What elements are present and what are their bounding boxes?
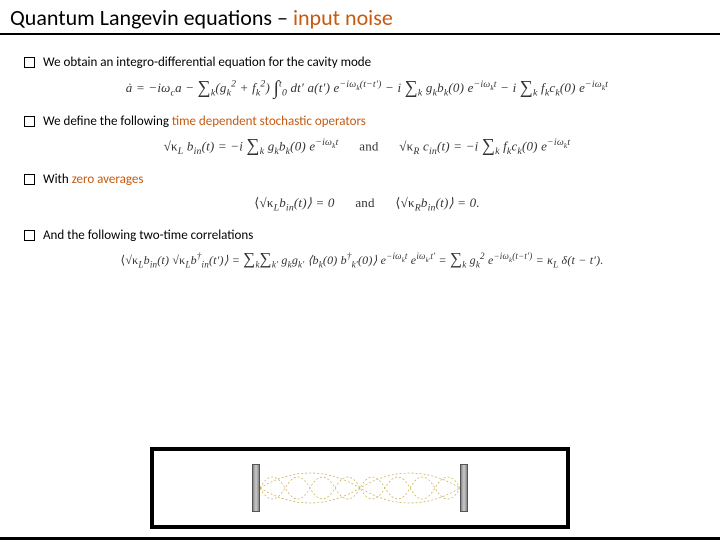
mirror-left-icon [252,464,260,512]
title-accent: input noise [293,4,393,31]
bullet-2: We define the following time dependent s… [24,114,710,129]
slide-content: We obtain an integro-differential equati… [0,35,720,537]
cavity-diagram [150,447,570,529]
mirror-right-icon [460,464,468,512]
bullet-2-text: We define the following time dependent s… [43,114,366,129]
bullet-square-icon [24,116,35,127]
bullet-square-icon [24,174,35,185]
equation-2: √κL bin(t) = −i ∑k gkbk(0) e−iωkt and √κ… [24,137,710,158]
bullet-4-text: And the following two-time correlations [43,228,253,243]
equation-4: ⟨√κLbin(t) √κLb†in(t′)⟩ = ∑k∑k′ gkgk′ ⟨b… [14,251,710,271]
title-sep: – [272,4,293,31]
bullet-1: We obtain an integro-differential equati… [24,55,710,70]
bullet-4: And the following two-time correlations [24,228,710,243]
equation-3: ⟨√κLbin(t)⟩ = 0 and ⟨√κRbin(t)⟩ = 0. [24,195,710,214]
title-main: Quantum Langevin equations [10,4,272,31]
page-title: Quantum Langevin equations – input noise [10,4,710,31]
title-bar: Quantum Langevin equations – input noise [0,0,720,35]
bullet-3-text: With zero averages [43,172,143,187]
cavity-mode-icon [260,460,460,516]
equation-1: ȧ = −iωca − ∑k(gk2 + fk2) ∫t0 dt′ a(t′) … [24,78,710,100]
bullet-3: With zero averages [24,172,710,187]
bullet-square-icon [24,57,35,68]
bullet-1-text: We obtain an integro-differential equati… [43,55,371,70]
bullet-square-icon [24,230,35,241]
